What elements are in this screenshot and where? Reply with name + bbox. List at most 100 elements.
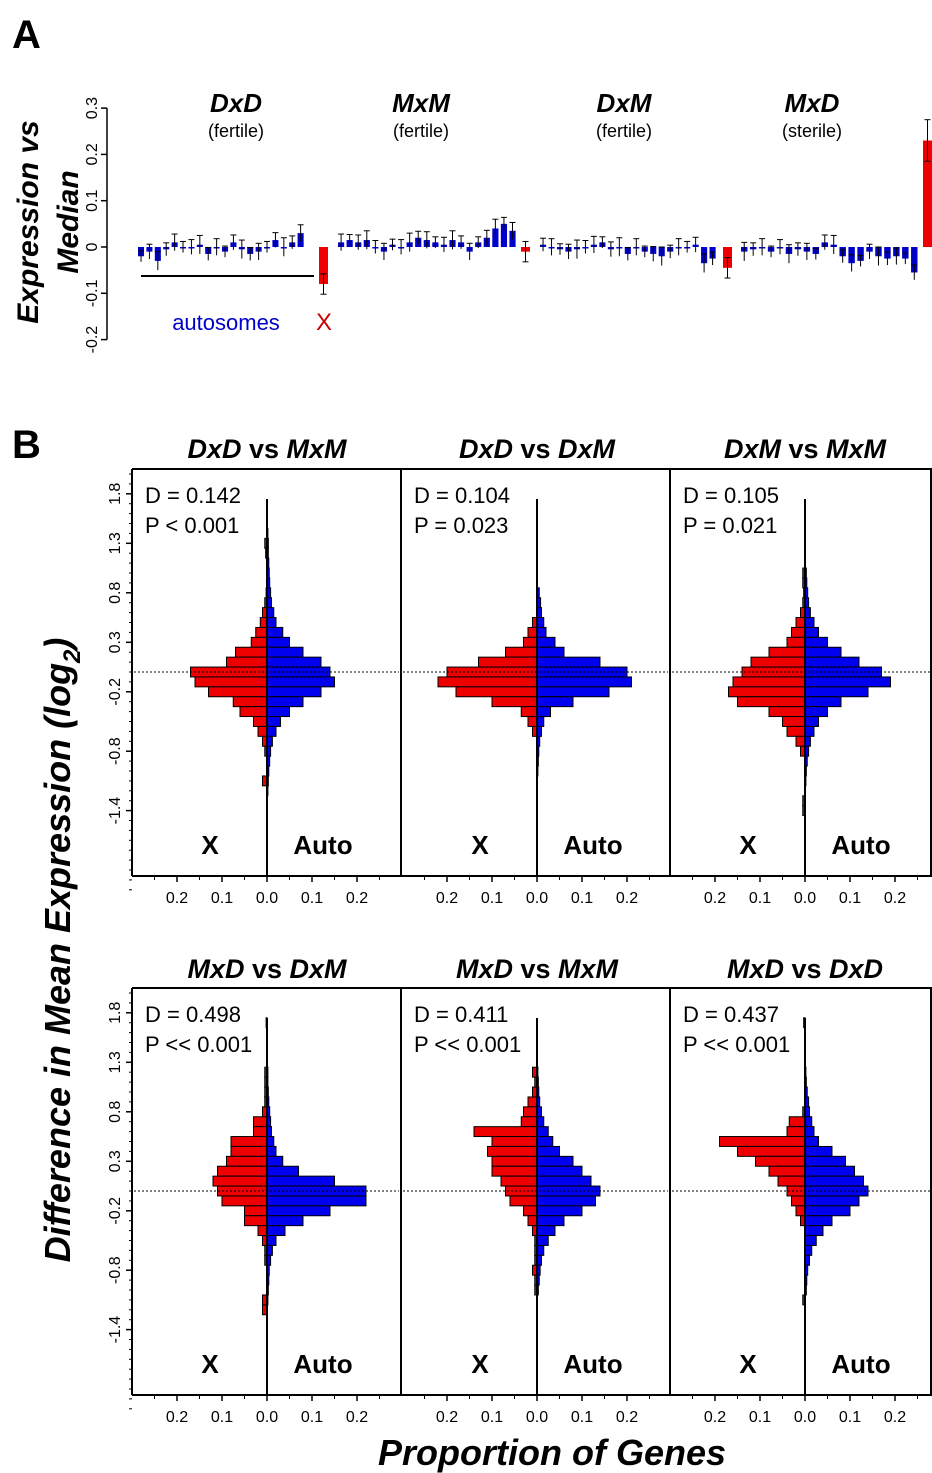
panel-b-letter: B <box>12 423 41 467</box>
panel-a-letter: A <box>12 13 41 57</box>
x-histogram-bar <box>250 636 268 648</box>
auto-side-label: Auto <box>563 1349 622 1379</box>
group-name-label: DxD <box>210 88 262 118</box>
x-histogram-bar <box>523 1205 538 1217</box>
x-tick-label: 0.1 <box>481 1409 503 1426</box>
x-tick-label: 0.1 <box>301 1409 323 1426</box>
x-histogram-bar <box>527 716 538 727</box>
auto-histogram-bar <box>804 1244 813 1256</box>
auto-histogram-bar <box>536 1175 592 1187</box>
x-histogram-bar <box>755 1155 806 1167</box>
x-histogram-bar <box>244 1205 268 1217</box>
y-tick-label: -1.4 <box>107 797 124 825</box>
panel-a-bars <box>138 119 932 295</box>
x-chromosome-bar <box>319 247 328 285</box>
auto-histogram-bar <box>804 706 828 718</box>
panel-title-b: DxD <box>829 954 883 984</box>
panel-title-b: MxM <box>287 434 348 464</box>
panel-title-b: MxM <box>826 434 887 464</box>
auto-histogram-bar <box>804 686 869 698</box>
x-tick-label: 0.1 <box>839 890 861 907</box>
x-histogram-bar <box>527 626 538 638</box>
x-tick-label: 0.1 <box>211 1409 233 1426</box>
a-y-tick-label: -0.1 <box>84 279 101 307</box>
auto-histogram-bar <box>266 725 277 737</box>
x-tick-label: 0.1 <box>571 1409 593 1426</box>
panel-title-vs: vs <box>784 954 829 984</box>
panel-a-y-axis: 0.3 0.2 0.1 0 -0.1 -0.2 <box>84 97 108 353</box>
auto-side-label: Auto <box>293 1349 352 1379</box>
x-histogram-bar <box>491 1136 538 1147</box>
x-histogram-bar <box>500 1175 538 1187</box>
x-histogram-bar <box>478 656 538 668</box>
panel-title: DxD vs DxM <box>459 434 616 464</box>
x-histogram-bar <box>737 1145 806 1157</box>
auto-histogram-bar <box>536 1244 545 1256</box>
histogram-panel: DxM vs MxM D = 0.105 P = 0.021 X Auto 0.2 0.1 0… <box>669 434 932 907</box>
x-histogram-bar <box>527 1096 538 1108</box>
histogram-panel: DxD vs DxM D = 0.104 P = 0.023 X Auto 0.2 0.1 0… <box>400 434 670 907</box>
panel-title-b: MxM <box>558 954 619 984</box>
auto-side-label: Auto <box>563 830 622 860</box>
x-histogram-bar <box>491 1155 538 1167</box>
stat-d: D = 0.104 <box>414 483 510 508</box>
x-tick-label: 0.0 <box>794 1409 816 1426</box>
x-tick-label: 0.2 <box>166 1409 188 1426</box>
x-histogram-bar <box>737 696 806 708</box>
group-fertility-label: (fertile) <box>393 121 449 141</box>
x-tick-label: 0.1 <box>301 890 323 907</box>
group-fertility-label: (fertile) <box>596 121 652 141</box>
x-histogram-bar <box>473 1126 538 1138</box>
stat-p: P << 0.001 <box>145 1032 252 1057</box>
x-tick-label: 0.2 <box>616 890 638 907</box>
x-histogram-bar <box>226 1155 268 1167</box>
group-name-label: MxD <box>785 88 840 118</box>
x-histogram-bar <box>253 1116 268 1128</box>
x-histogram-bar <box>520 1116 538 1128</box>
auto-histogram-bar <box>536 646 565 658</box>
auto-histogram-bar <box>266 696 304 708</box>
auto-histogram-bar <box>804 1235 817 1246</box>
panel-title-vs: vs <box>781 434 826 464</box>
group-fertility-label: (fertile) <box>208 121 264 141</box>
auto-side-label: Auto <box>831 830 890 860</box>
y-tick-label: 1.8 <box>107 1002 124 1024</box>
x-tick-label: 0.1 <box>749 1409 771 1426</box>
x-tick-label: 0.2 <box>884 890 906 907</box>
auto-side-label: Auto <box>831 1349 890 1379</box>
panel-title-b: DxM <box>558 434 616 464</box>
x-side-label: X <box>471 830 489 860</box>
auto-histogram-bar <box>804 1215 833 1227</box>
x-histogram-bar <box>230 1136 268 1147</box>
histogram-panel: MxD vs MxM D = 0.411 P << 0.001 X Auto 0.2 0.1… <box>400 954 670 1426</box>
x-histogram-bar <box>226 656 268 668</box>
x-histogram-bar <box>194 676 268 688</box>
auto-histogram-bar <box>804 1195 860 1207</box>
panel-b: B Difference in Mean Expression (log2) P… <box>12 423 932 1473</box>
auto-histogram-bar <box>536 706 551 718</box>
x-histogram-bar <box>782 716 806 727</box>
auto-side-label: Auto <box>293 830 352 860</box>
panel-b-xlabel: Proportion of Genes <box>378 1432 726 1473</box>
auto-histogram-bar <box>804 646 842 658</box>
x-histogram-bar <box>487 1145 538 1157</box>
auto-histogram-bar <box>804 626 819 638</box>
x-tick-label: 0.2 <box>704 1409 726 1426</box>
x-tick-label: 0.2 <box>436 1409 458 1426</box>
auto-histogram-bar <box>266 1155 284 1167</box>
x-histogram-bar <box>437 676 538 688</box>
auto-histogram-bar <box>804 1175 864 1187</box>
auto-histogram-bar <box>536 686 610 698</box>
x-histogram-bar <box>777 1175 806 1187</box>
x-histogram-bar <box>232 696 268 708</box>
y-tick-label: -0.2 <box>107 1197 124 1225</box>
x-histogram-bar <box>221 1195 268 1207</box>
stat-d: D = 0.105 <box>683 483 779 508</box>
x-chromosome-bar <box>923 140 932 247</box>
autosome-bar <box>911 247 918 273</box>
autosome-bar <box>500 223 508 247</box>
auto-histogram-bar <box>804 617 815 628</box>
auto-histogram-bar <box>804 1155 846 1167</box>
auto-histogram-bar <box>536 656 601 668</box>
auto-histogram-bar <box>804 716 819 727</box>
